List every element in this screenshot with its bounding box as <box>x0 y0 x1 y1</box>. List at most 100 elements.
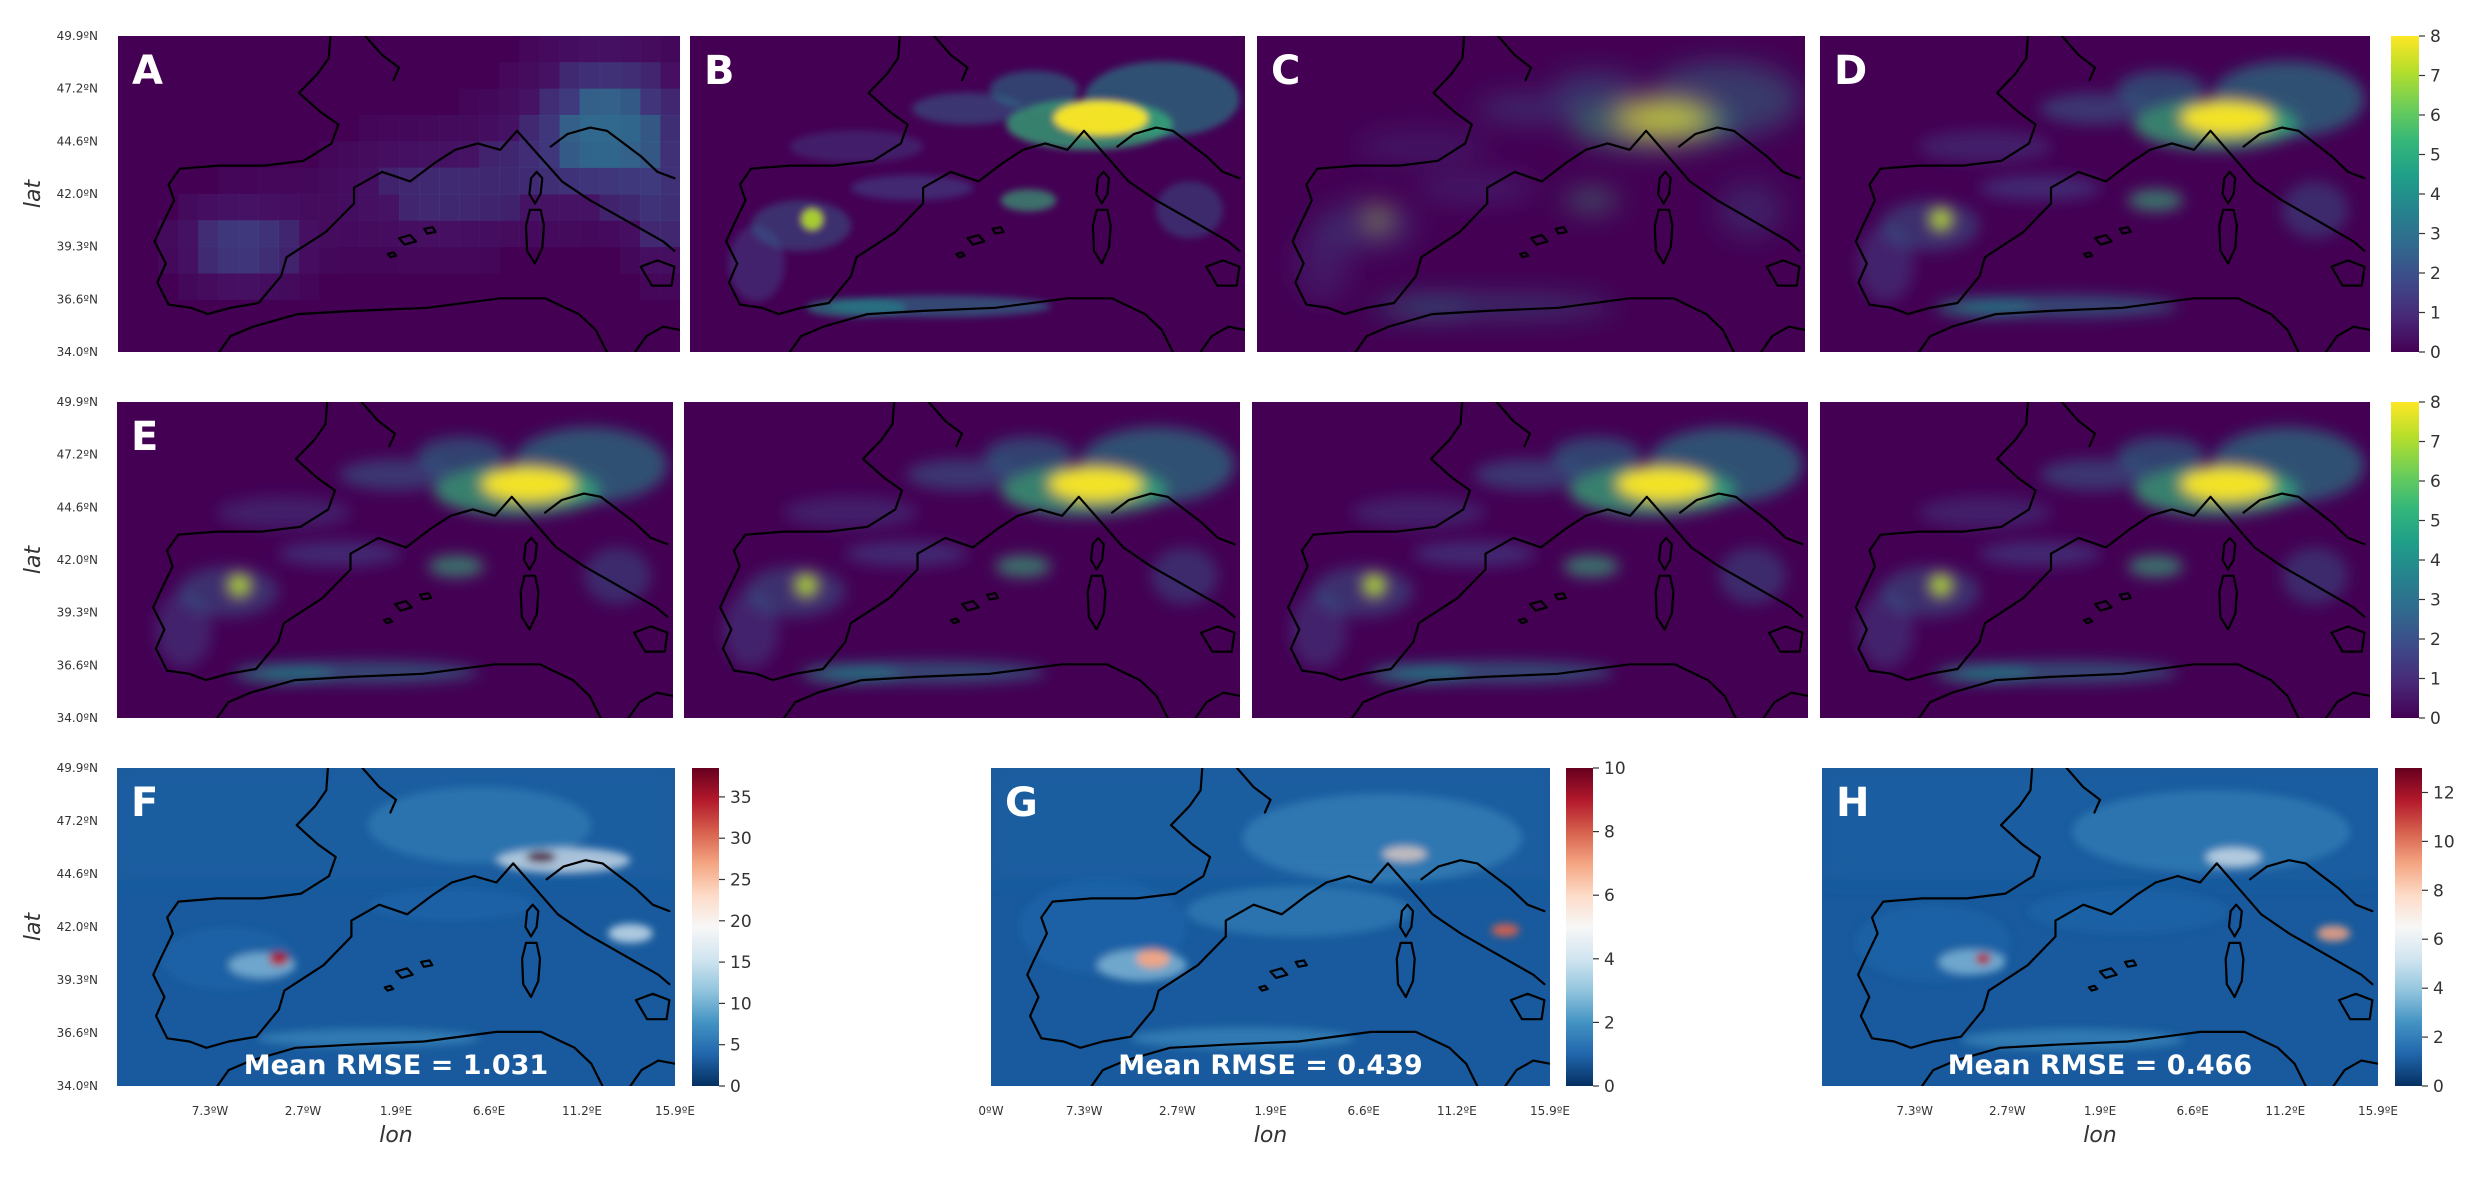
grid-cell <box>499 88 520 116</box>
grid-cell <box>358 167 380 195</box>
field-hotspot <box>1151 547 1218 605</box>
grid-cell <box>218 194 239 221</box>
grid-cell <box>198 273 219 300</box>
grid-cell <box>378 115 400 142</box>
grid-cell <box>639 36 661 63</box>
colorbar-tick-label: 5 <box>730 1036 741 1056</box>
map-panel-h: H Mean RMSE = 0.466 <box>1822 768 2378 1086</box>
map-panel-e: E <box>117 402 673 718</box>
map-panel-g: G Mean RMSE = 0.439 <box>991 768 1550 1086</box>
field-hotspot <box>1553 70 1641 109</box>
field-hotspot <box>989 70 1079 109</box>
map-panel-b: B <box>690 36 1245 352</box>
grid-cell <box>298 167 320 195</box>
grid-cell <box>519 220 540 248</box>
field-hotspot <box>823 661 1046 684</box>
colorbar-gradient <box>2395 768 2422 1086</box>
coastline <box>152 402 673 718</box>
grid-cell <box>579 220 601 248</box>
x-axis-title: lon <box>379 1123 413 1148</box>
grid-cell <box>358 141 380 169</box>
colorbar-tick-label: 4 <box>2430 551 2441 571</box>
lon-tick-label: 11.2ºE <box>2265 1104 2305 1118</box>
field-hotspot <box>1719 547 1786 605</box>
grid-cell <box>358 220 380 248</box>
grid-cell <box>659 194 680 221</box>
field-hotspot <box>1957 295 2178 318</box>
grid-cell <box>559 62 581 90</box>
map-panel-a: A <box>118 36 680 352</box>
grid-cell <box>599 36 621 63</box>
lon-tick-label: 11.2ºE <box>1437 1104 1477 1118</box>
lat-tick-label: 49.9ºN <box>57 29 98 43</box>
grid-cell <box>399 115 420 142</box>
colorbar-tick-label: 3 <box>2430 591 2441 611</box>
grid-cell <box>639 246 661 274</box>
lon-tick-label: 6.6ºE <box>2177 1104 2209 1118</box>
grid-cell <box>519 36 540 63</box>
grid-cell <box>358 115 380 142</box>
grid-cell <box>298 194 320 221</box>
grid-cell <box>218 167 239 195</box>
map-panel-e1 <box>684 402 1240 718</box>
lat-tick-label: 42.0ºN <box>57 187 98 201</box>
grid-cell <box>278 273 300 300</box>
grid-cell <box>238 246 259 274</box>
x-axis-title: lon <box>2083 1123 2117 1148</box>
colorbar-tick-label: 6 <box>2433 930 2444 950</box>
field-hotspot <box>2128 555 2183 578</box>
colorbar-tick-label: 4 <box>1604 950 1615 970</box>
colorbar-tick-label: 12 <box>2433 784 2455 804</box>
coastline <box>1857 768 2378 1086</box>
grid-cell <box>539 115 561 142</box>
grid-cell <box>619 62 641 90</box>
coastline <box>719 402 1240 718</box>
grid-cell <box>659 167 680 195</box>
grid-cell <box>499 141 520 169</box>
field-hotspot <box>217 496 351 529</box>
colorbar-tick-label: 0 <box>1604 1077 1615 1097</box>
grid-cell <box>399 246 420 274</box>
grid-cell <box>178 246 199 274</box>
grid-cell <box>539 141 561 169</box>
grid-cell <box>338 141 360 169</box>
colorbar-tick-label: 15 <box>730 953 752 973</box>
map-panel-e3 <box>1820 402 2370 718</box>
grid-cell <box>258 246 280 274</box>
field-hotspot <box>1615 100 1710 136</box>
field-hotspot <box>2282 547 2348 605</box>
field-hotspot <box>1616 466 1711 502</box>
field-hotspot <box>795 574 818 597</box>
grid-cell <box>479 246 500 274</box>
colorbar-tick-label: 6 <box>2430 472 2441 492</box>
coastline <box>1854 36 2370 352</box>
lat-tick-label: 44.6ºN <box>57 500 98 514</box>
field-hotspot <box>481 466 576 502</box>
colorbar-tick-label: 30 <box>730 829 752 849</box>
panel-letter: H <box>1836 780 1869 826</box>
lat-tick-label: 36.6ºN <box>57 658 98 672</box>
grid-cell <box>559 36 581 63</box>
field-hotspot <box>1975 953 1991 965</box>
lon-tick-label: 0ºW <box>978 1104 1003 1118</box>
field-hotspot <box>1415 175 1537 201</box>
panel-letter: F <box>131 780 158 826</box>
coastline <box>1291 36 1805 352</box>
grid-cell <box>619 141 641 169</box>
colorbar-tick-label: 0 <box>2433 1077 2444 1097</box>
colorbars: 0123456780123456780510152025303502468100… <box>692 27 2455 1097</box>
mean-rmse-label: Mean RMSE = 0.439 <box>1118 1050 1422 1081</box>
colorbar-tick-label: 10 <box>2433 832 2455 852</box>
colorbar-tick-label: 6 <box>2430 106 2441 126</box>
lat-tick-label: 39.3ºN <box>57 606 98 620</box>
grid-cell <box>659 141 680 169</box>
grid-cell <box>619 167 641 195</box>
field-hotspot <box>745 566 846 617</box>
field-hotspot <box>984 436 1074 475</box>
field-hotspot <box>784 496 918 529</box>
colorbar-tick-label: 0 <box>730 1077 741 1097</box>
lat-tick-label: 47.2ºN <box>57 82 98 96</box>
grid-cell <box>419 115 440 142</box>
grid-cell <box>539 194 561 221</box>
